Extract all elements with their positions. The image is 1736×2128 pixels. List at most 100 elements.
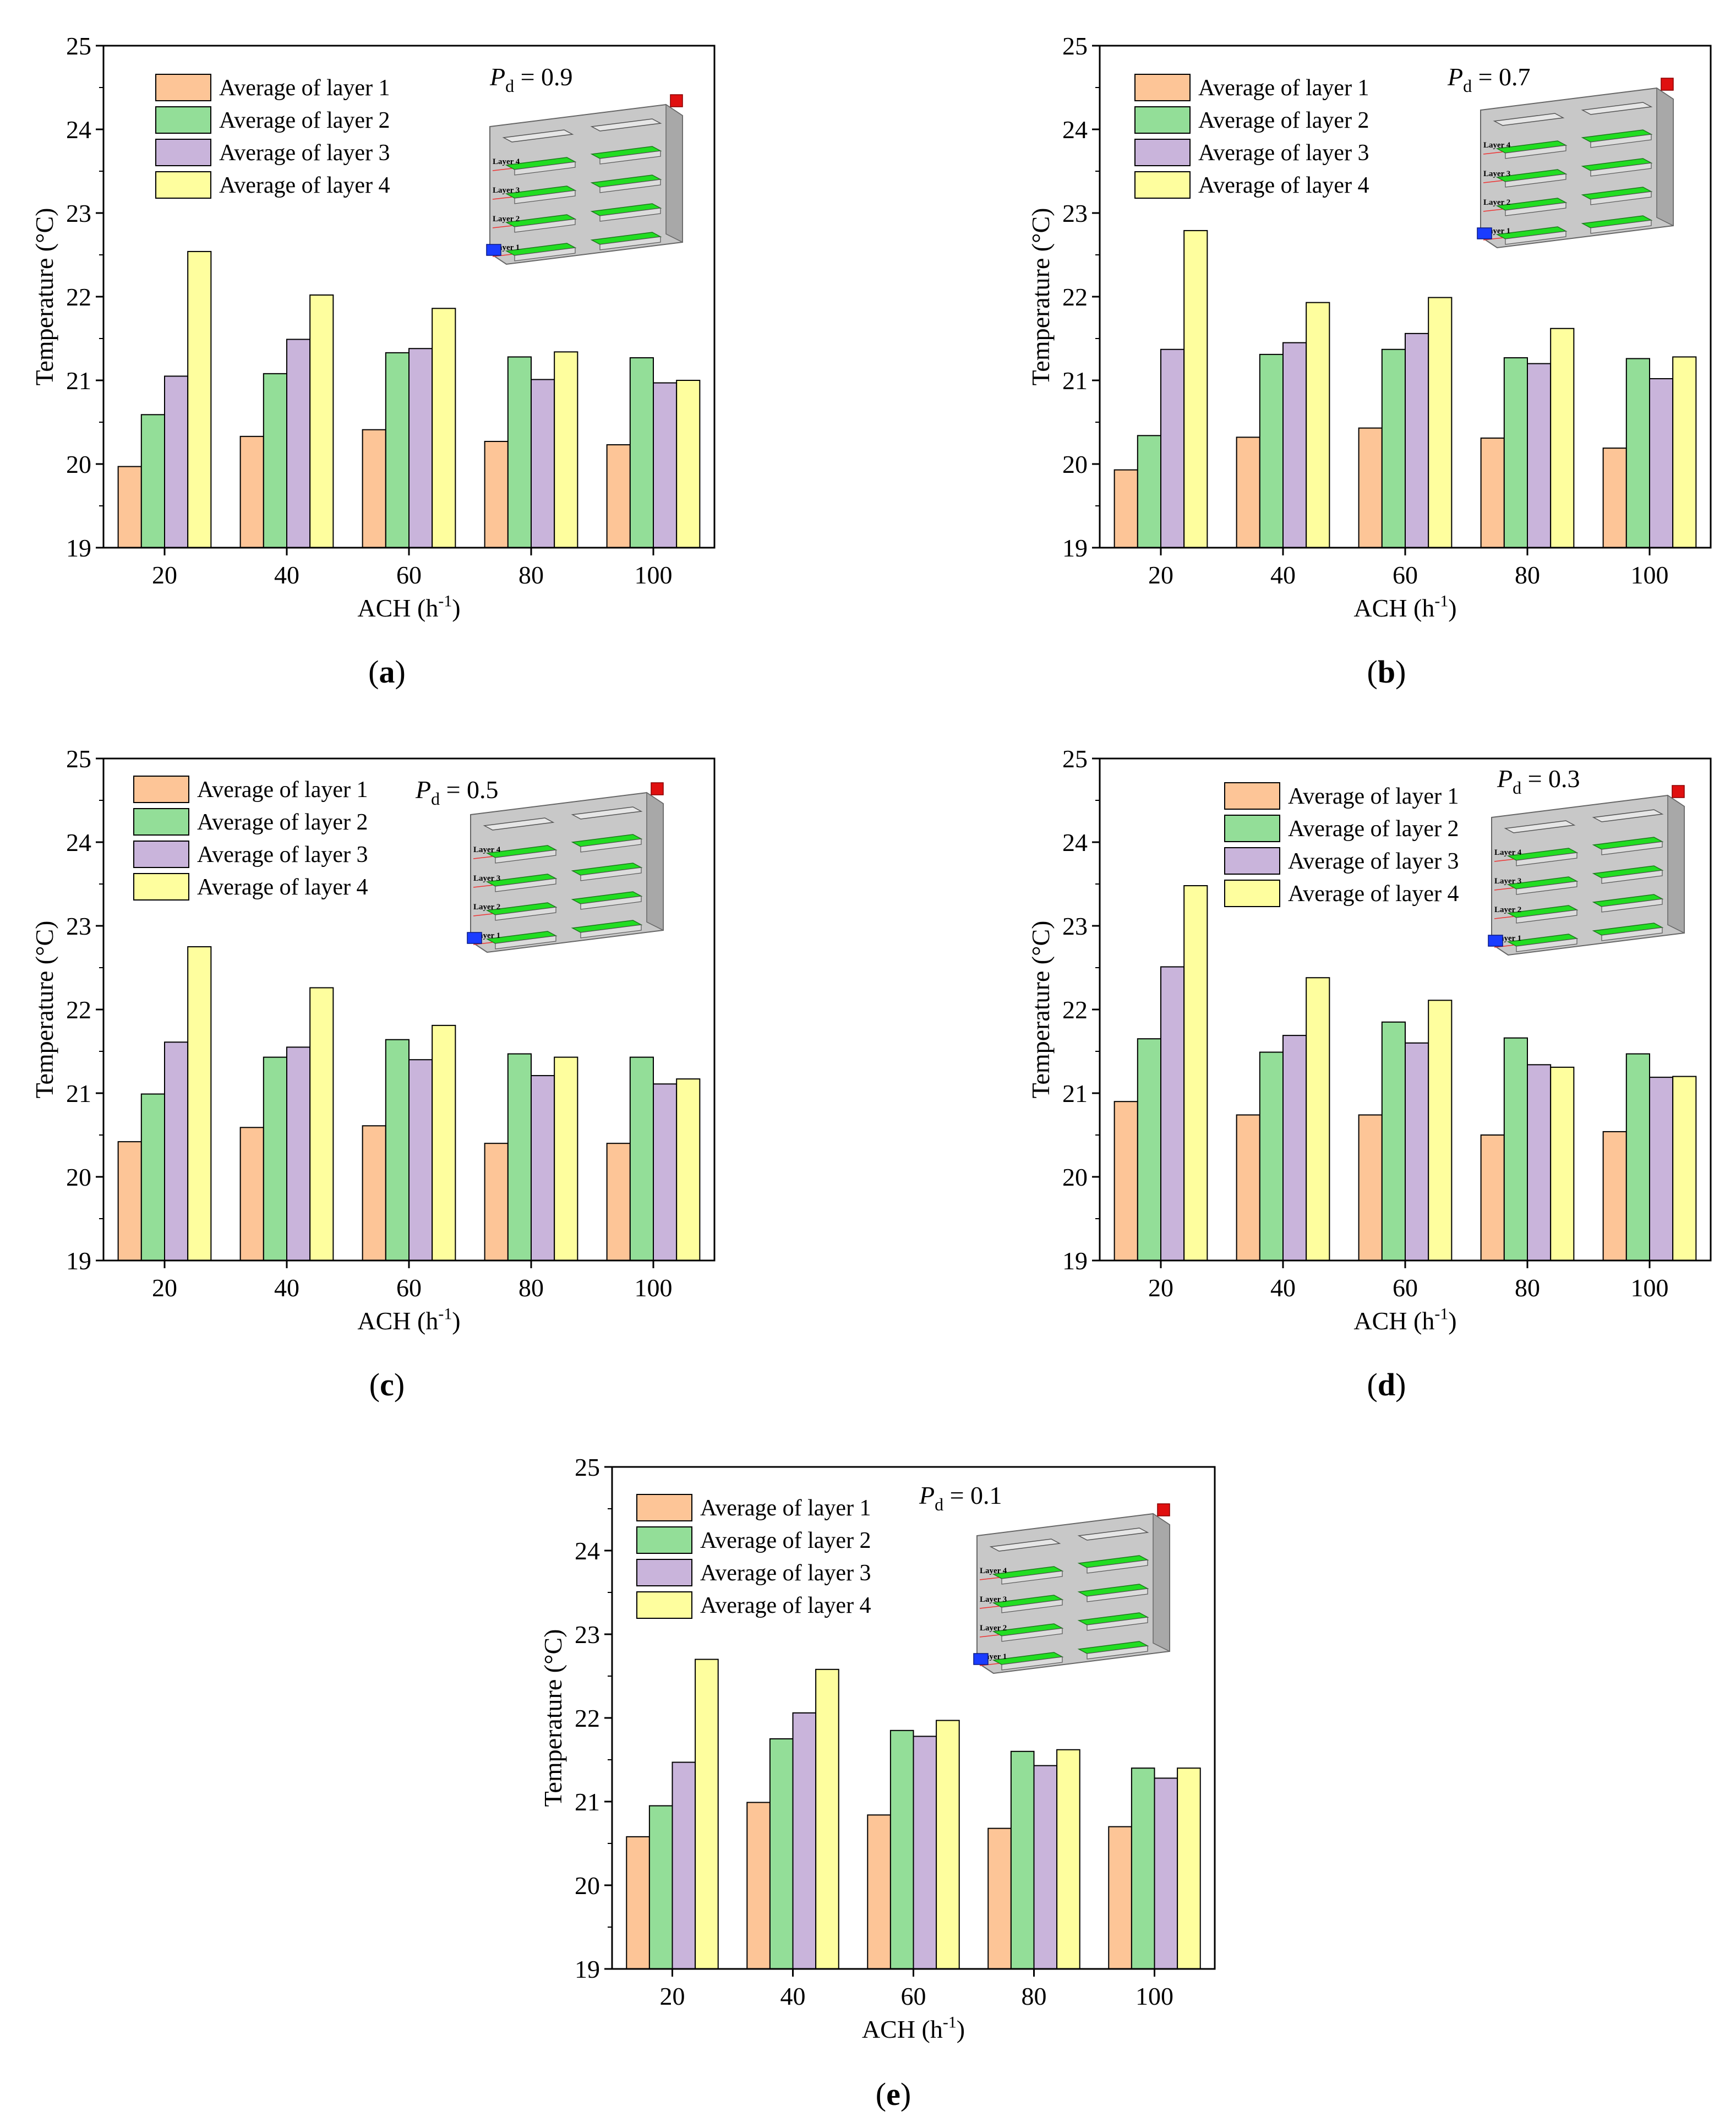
y-tick-label: 22	[66, 283, 91, 311]
inset-server-front	[1001, 1599, 1063, 1613]
x-tick-label: 60	[396, 561, 422, 589]
inset-server-front	[1505, 202, 1566, 216]
inset-server-front	[1087, 1559, 1148, 1574]
y-tick-label: 21	[575, 1788, 600, 1816]
inset-server-front	[599, 150, 661, 165]
y-tick-label: 23	[66, 199, 91, 227]
legend-swatch-layer1	[155, 74, 211, 101]
x-tick-label: 60	[396, 1274, 422, 1302]
y-tick-label: 20	[66, 450, 91, 478]
bar-layer2-ach40	[263, 1056, 288, 1261]
bar-layer3-ach60	[408, 1059, 433, 1261]
bar-layer1-ach100	[1602, 1131, 1627, 1261]
y-tick-label: 21	[66, 1079, 91, 1107]
inset-server-front	[1087, 1645, 1148, 1660]
legend-label-layer1: Average of layer 1	[1198, 75, 1369, 101]
inset-layer-line	[1494, 859, 1514, 862]
bar-layer4-ach100	[676, 380, 701, 548]
bar-layer4-ach40	[1306, 977, 1330, 1261]
bar-layer4-ach20	[187, 250, 212, 549]
bar-layer3-ach20	[1160, 966, 1185, 1261]
inset-server-front	[1516, 938, 1577, 952]
bar-layer3-ach100	[1154, 1777, 1178, 1969]
bar-layer4-ach80	[1550, 1066, 1575, 1261]
inset-side-panel	[1667, 794, 1685, 934]
legend-swatch-layer1	[1134, 74, 1191, 101]
x-tick-label: 20	[152, 561, 177, 589]
y-tick-label: 25	[66, 745, 91, 773]
y-tick-label: 20	[1062, 450, 1088, 478]
bar-layer4-ach40	[1306, 302, 1330, 548]
inset-server-front	[514, 219, 576, 233]
x-tick-label: 100	[1136, 1982, 1173, 2010]
inset-layer-line	[979, 1634, 1000, 1638]
x-tick-label: 80	[518, 1274, 544, 1302]
inset-server-front	[580, 867, 642, 881]
inset-layer-label: Layer 3	[493, 186, 520, 195]
legend-label-layer4: Average of layer 4	[197, 875, 368, 900]
y-axis-label: Temperature (°C)	[1027, 208, 1055, 386]
panel-label: (a)	[368, 654, 406, 690]
inset-server-front	[514, 247, 576, 261]
inset-server-front	[580, 838, 642, 853]
y-tick-label: 21	[66, 367, 91, 395]
bar-layer2-ach60	[889, 1729, 914, 1970]
x-axis-label: ACH (h-1)	[1353, 592, 1456, 622]
inset-top-box	[502, 129, 574, 143]
bar-layer4-ach40	[309, 987, 334, 1261]
panel-label: (e)	[876, 2076, 911, 2112]
bar-layer3-ach60	[408, 348, 433, 548]
inset-server-front	[1001, 1656, 1063, 1671]
inset-outlet-icon	[1157, 1503, 1170, 1516]
legend-swatch-layer4	[133, 873, 189, 901]
y-tick-label: 20	[66, 1163, 91, 1191]
inset-server-front	[495, 935, 556, 950]
legend-label-layer3: Average of layer 3	[1288, 849, 1459, 874]
legend-swatch-layer2	[155, 106, 211, 134]
bar-layer2-ach20	[1137, 1038, 1162, 1261]
legend-swatch-layer4	[1134, 171, 1191, 199]
bar-layer1-ach40	[746, 1802, 771, 1970]
inset-inlet-icon	[486, 244, 501, 256]
bar-layer2-ach20	[140, 414, 166, 548]
x-tick-label: 80	[1515, 561, 1540, 589]
inset-top-box	[1504, 820, 1576, 833]
inset-top-box	[571, 806, 643, 820]
legend-swatch-layer4	[636, 1591, 692, 1619]
legend-label-layer1: Average of layer 1	[197, 777, 368, 803]
inset-server-front	[495, 849, 556, 864]
legend-swatch-layer2	[1224, 815, 1280, 842]
chart-panel-a: 19 20 21 22 23 24 25 20 40 60 80 100 ACH (h-1) Temper…	[30, 32, 716, 690]
bar-layer1-ach60	[362, 1125, 386, 1262]
bar-layer1-ach80	[484, 440, 509, 549]
bar-layer1-ach60	[362, 429, 386, 548]
bar-layer1-ach60	[1358, 427, 1383, 549]
y-axis-label: Temperature (°C)	[30, 208, 58, 386]
bar-layer3-ach40	[1282, 1035, 1307, 1261]
bar-layer3-ach40	[286, 1046, 311, 1262]
inset-side-panel	[646, 792, 664, 931]
inset-layer-line	[492, 254, 512, 257]
bar-layer3-ach40	[286, 339, 311, 549]
inset-top-box	[1592, 809, 1664, 822]
bar-layer3-ach80	[531, 379, 555, 548]
x-axis-label: ACH (h-1)	[1353, 1305, 1456, 1335]
bar-layer1-ach20	[117, 466, 142, 548]
inset-server-front	[1601, 898, 1663, 913]
bar-layer1-ach80	[987, 1827, 1012, 1969]
chart-panel-e: 19 20 21 22 23 24 25 20 40 60 80 100 ACH (h-1) Temper…	[539, 1453, 1216, 2112]
inset-server-front	[514, 161, 576, 176]
x-tick-label: 40	[1270, 561, 1296, 589]
legend-swatch-layer3	[1224, 847, 1280, 875]
inset-server-front	[1505, 145, 1566, 159]
inset-inlet-icon	[1477, 227, 1492, 239]
inset-layer-label: Layer 3	[1483, 170, 1510, 178]
bar-layer2-ach100	[629, 1056, 654, 1261]
inset-layer-label: Layer 4	[1483, 141, 1511, 150]
bar-layer2-ach60	[1381, 1021, 1406, 1262]
x-axis-label: ACH (h-1)	[357, 592, 460, 622]
bar-layer4-ach20	[187, 946, 212, 1261]
